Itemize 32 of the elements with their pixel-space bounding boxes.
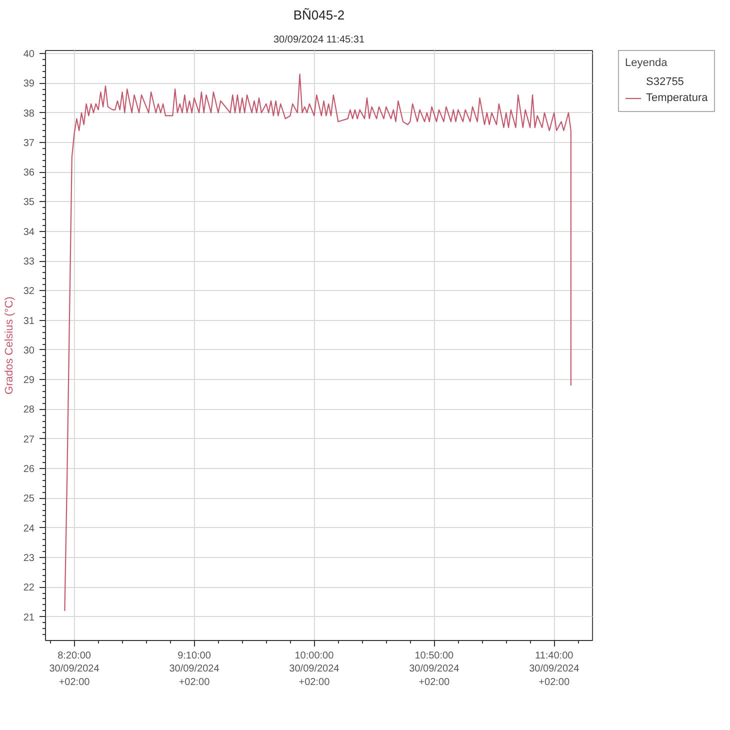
y-tick-label: 30: [23, 345, 35, 356]
x-tick-label: 10:00:00 30/09/2024 +02:00: [289, 650, 340, 688]
y-tick-label: 27: [23, 434, 35, 446]
x-tick-label: 11:40:00 30/09/2024 +02:00: [529, 650, 580, 688]
chart-subtitle: 30/09/2024 11:45:31: [273, 34, 365, 46]
y-axis-title: Grados Celsius (°C): [3, 296, 16, 394]
y-tick-label: 32: [23, 286, 35, 298]
y-tick-label: 28: [23, 404, 35, 416]
x-tick-label: 8:20:00 30/09/2024 +02:00: [49, 650, 100, 688]
y-tick-label: 40: [23, 48, 35, 60]
y-tick-label: 26: [23, 464, 35, 476]
y-tick-label: 37: [23, 138, 35, 149]
y-tick-label: 29: [23, 375, 35, 386]
y-tick-label: 33: [23, 256, 35, 268]
y-tick-label: 35: [23, 197, 35, 208]
y-tick-label: 38: [23, 108, 35, 120]
y-tick-label: 25: [23, 494, 35, 505]
text: S32755: [646, 75, 684, 89]
y-tick-label: 36: [23, 168, 35, 179]
x-tick-label: 9:10:00 30/09/2024 +02:00: [169, 650, 220, 688]
y-tick-label: 24: [23, 523, 35, 534]
x-tick-label: 10:50:00 30/09/2024 +02:00: [409, 650, 460, 688]
chart-title: BÑ045-2: [293, 8, 345, 22]
legend-label: Temperatura: [646, 91, 708, 105]
y-tick-label: 21: [23, 612, 35, 624]
legend-title: Leyenda: [625, 57, 668, 69]
y-tick-label: 39: [23, 78, 35, 90]
y-tick-label: 22: [23, 582, 35, 594]
line-series: [64, 74, 572, 612]
y-tick-label: 23: [23, 552, 35, 564]
y-tick-label: 31: [23, 316, 35, 327]
y-tick-label: 34: [23, 226, 35, 238]
